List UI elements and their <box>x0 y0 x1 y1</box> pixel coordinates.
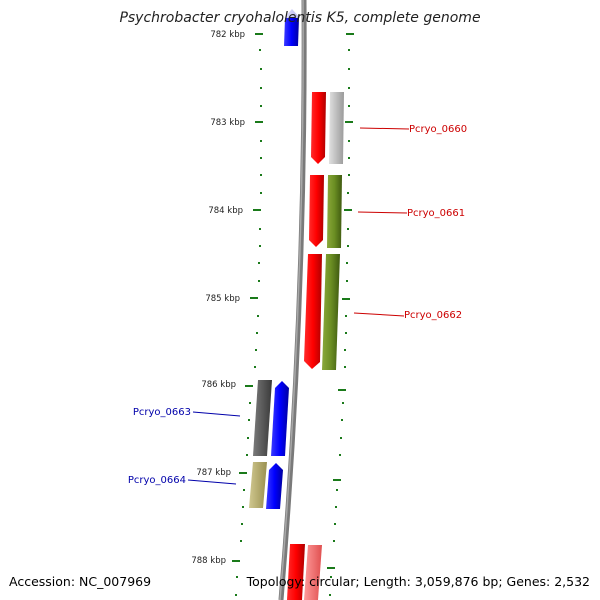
gene-label-pcryo-0662[interactable]: Pcryo_0662 <box>404 310 462 321</box>
gene-label-pcryo-0660[interactable]: Pcryo_0660 <box>409 124 467 135</box>
backbone-direction-icon <box>284 9 300 18</box>
tick-label-786: 786 kbp <box>201 380 236 390</box>
topology-text: Topology: circular; Length: 3,059,876 bp… <box>246 574 590 589</box>
gene-feature <box>271 381 289 456</box>
ruler-dots <box>235 49 350 596</box>
tick-labels: 782 kbp 783 kbp 784 kbp 785 kbp 786 kbp … <box>191 30 245 566</box>
gene-feature <box>311 92 326 164</box>
tick-label-782: 782 kbp <box>210 30 245 40</box>
tick-label-785: 785 kbp <box>205 294 240 304</box>
tick-label-787: 787 kbp <box>196 468 231 478</box>
map-title: Psychrobacter cryohalolentis K5, complet… <box>119 10 481 26</box>
gene-feature <box>249 462 267 508</box>
gene-feature <box>284 18 299 46</box>
gene-feature <box>253 380 272 456</box>
gene-feature <box>304 254 322 369</box>
gene-features <box>249 18 344 600</box>
gene-feature <box>329 92 344 164</box>
tick-label-788: 788 kbp <box>191 556 226 566</box>
tick-label-783: 783 kbp <box>210 118 245 128</box>
gene-label-pcryo-0664[interactable]: Pcryo_0664 <box>128 475 186 486</box>
gene-feature <box>322 254 340 370</box>
gene-labels: Pcryo_0660 Pcryo_0661 Pcryo_0662 Pcryo_0… <box>128 124 467 486</box>
major-ticks <box>232 33 354 569</box>
gene-label-pcryo-0661[interactable]: Pcryo_0661 <box>407 208 465 219</box>
tick-label-784: 784 kbp <box>208 206 243 216</box>
gene-leader-lines <box>187 127 410 485</box>
gene-feature <box>304 545 322 600</box>
genome-backbone <box>278 0 307 600</box>
gene-feature <box>287 544 305 600</box>
gene-label-pcryo-0663[interactable]: Pcryo_0663 <box>133 407 191 418</box>
accession-text: Accession: NC_007969 <box>9 574 152 589</box>
gene-feature <box>327 175 342 248</box>
gene-feature <box>266 463 283 509</box>
gene-feature <box>309 175 324 247</box>
